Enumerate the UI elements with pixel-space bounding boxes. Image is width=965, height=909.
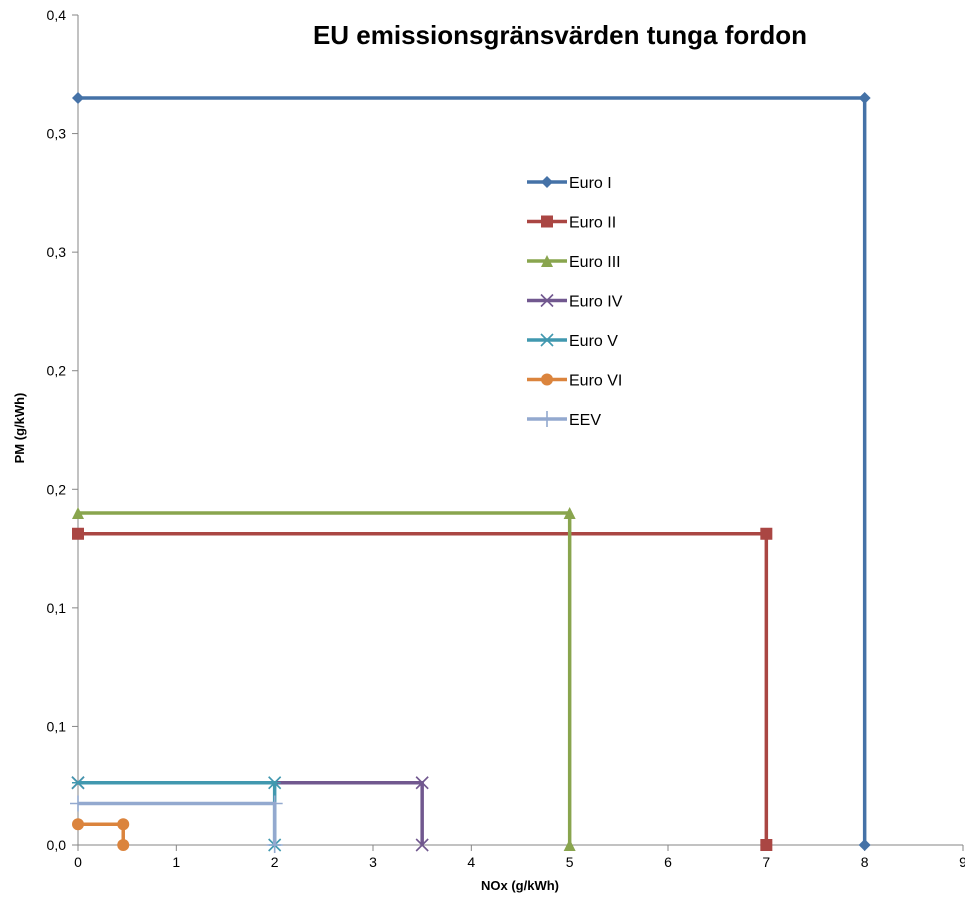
legend-marker [541, 215, 553, 228]
chart-title: EU emissionsgränsvärden tunga fordon [313, 20, 807, 50]
data-point-euro-vi [117, 839, 130, 851]
x-tick-label: 9 [959, 854, 965, 870]
axes: 0 1 2 3 4 5 6 7 8 9 0,0 0,1 0,1 0,2 0,2 0,3 0,3 0,4 [47, 7, 965, 870]
legend-marker [541, 373, 553, 386]
data-point-euro-v [71, 776, 85, 790]
legend-marker [540, 293, 554, 308]
data-point-euro-i [72, 92, 84, 104]
series-euro-ii [72, 527, 773, 851]
y-tick-label: 0,3 [47, 126, 67, 142]
data-point-euro-vi [117, 818, 130, 831]
data-point-euro-iv [415, 776, 429, 790]
legend-marker [541, 176, 553, 188]
series-line-euro-iv [78, 781, 424, 845]
legend-item-euro-v: Euro V [527, 333, 618, 350]
y-tick-label: 0,1 [47, 718, 67, 734]
x-tick-label: 1 [172, 854, 180, 870]
y-tick-label: 0,0 [47, 837, 67, 853]
x-tick-label: 4 [467, 854, 475, 870]
legend-label: Euro I [569, 175, 612, 192]
legend-label: Euro II [569, 215, 616, 232]
x-tick-label: 0 [74, 854, 82, 870]
series-euro-vi [72, 818, 130, 851]
series-eev [70, 795, 283, 853]
data-point-euro-ii [72, 527, 84, 540]
legend-label: Euro VI [569, 373, 622, 390]
legend: Euro I Euro II Euro III Euro IV Euro V Euro V… [527, 175, 623, 429]
series-line-euro-v [78, 781, 277, 845]
legend-item-euro-ii: Euro II [527, 215, 616, 232]
x-tick-label: 3 [369, 854, 377, 870]
legend-label: EEV [569, 412, 601, 429]
legend-label: Euro III [569, 254, 621, 271]
data-point-eev [266, 837, 283, 853]
y-tick-label: 0,4 [47, 7, 67, 23]
legend-label: Euro V [569, 333, 618, 350]
y-axis-title: PM (g/kWh) [12, 393, 27, 464]
series-euro-iii [72, 507, 576, 851]
data-point-euro-iii [563, 507, 576, 519]
y-tick-label: 0,2 [47, 481, 67, 497]
series-euro-v [71, 776, 282, 852]
series-line-euro-i [78, 96, 867, 845]
legend-item-eev: EEV [527, 411, 601, 429]
legend-label: Euro IV [569, 294, 623, 311]
data-point-euro-ii [760, 527, 773, 540]
x-tick-label: 6 [664, 854, 672, 870]
data-point-euro-iv [415, 838, 429, 852]
legend-marker [539, 411, 555, 427]
y-tick-label: 0,3 [47, 244, 67, 260]
legend-marker [541, 255, 553, 267]
data-point-euro-i [858, 92, 871, 104]
series-line-euro-iii [78, 511, 572, 845]
data-point-euro-iii [72, 507, 84, 519]
legend-item-euro-i: Euro I [527, 175, 612, 192]
legend-item-euro-iv: Euro IV [527, 294, 623, 311]
legend-marker [540, 333, 554, 347]
data-point-euro-ii [760, 839, 773, 851]
legend-item-euro-vi: Euro VI [527, 373, 622, 390]
y-tick-label: 0,2 [47, 363, 67, 379]
plot-area [70, 92, 871, 853]
data-point-euro-iii [563, 839, 576, 851]
data-point-euro-v [268, 776, 282, 790]
data-point-eev [266, 795, 283, 812]
x-tick-label: 8 [861, 854, 869, 870]
y-tick-label: 0,1 [47, 600, 67, 616]
data-point-euro-i [858, 839, 871, 851]
x-tick-label: 5 [566, 854, 574, 870]
series-line-euro-vi [78, 822, 125, 845]
x-tick-label: 2 [271, 854, 279, 870]
data-point-euro-vi [72, 818, 84, 831]
x-axis-title: NOx (g/kWh) [481, 878, 559, 893]
x-tick-label: 7 [762, 854, 770, 870]
series-euro-i [72, 92, 871, 851]
legend-item-euro-iii: Euro III [527, 254, 621, 271]
data-point-eev [70, 795, 86, 812]
